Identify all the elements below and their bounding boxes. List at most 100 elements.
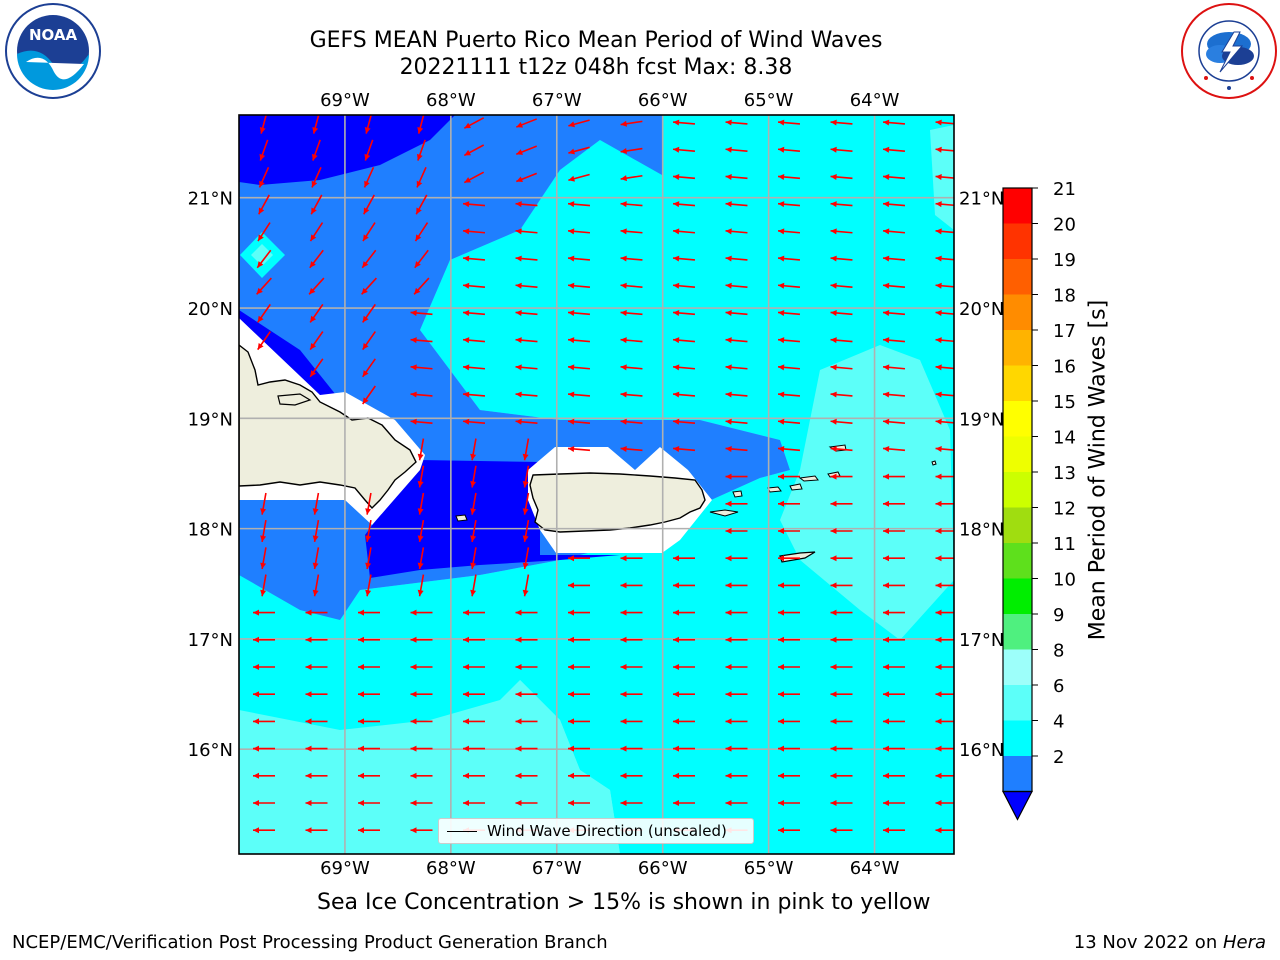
wind-direction-arrow-icon	[830, 745, 853, 752]
wind-direction-arrow-icon	[410, 337, 433, 344]
wind-direction-arrow-icon	[620, 282, 643, 289]
wind-direction-arrow-icon	[358, 772, 380, 779]
wind-direction-arrow-icon	[410, 745, 433, 752]
wind-direction-arrow-icon	[620, 582, 643, 589]
wind-direction-arrow-icon	[410, 418, 433, 425]
wind-direction-arrow-icon	[882, 309, 906, 316]
wind-direction-arrow-icon	[778, 473, 800, 480]
wind-direction-arrow-icon	[358, 800, 380, 806]
wind-direction-arrow-icon	[778, 582, 800, 589]
wind-direction-arrow-icon	[515, 282, 538, 289]
wind-direction-arrow-icon	[620, 718, 643, 725]
wind-direction-arrow-icon	[522, 520, 530, 542]
wind-direction-arrow-icon	[257, 303, 271, 323]
wind-direction-arrow-icon	[830, 500, 853, 507]
wind-direction-arrow-icon	[777, 337, 801, 344]
wind-direction-arrow-icon	[620, 691, 643, 698]
land-hispaniola	[239, 344, 417, 510]
wind-direction-arrow-icon	[515, 118, 538, 128]
wind-direction-arrow-icon	[515, 609, 538, 616]
wind-direction-arrow-icon	[568, 718, 590, 725]
noaa-logo-text: NOAA	[29, 26, 78, 44]
wind-direction-arrow-icon	[515, 255, 538, 262]
wind-direction-arrow-icon	[253, 827, 275, 834]
land-tortola	[798, 475, 819, 482]
wind-direction-arrow-icon	[620, 609, 643, 616]
wind-direction-arrow-icon	[620, 337, 643, 344]
wind-direction-arrow-icon	[673, 582, 695, 589]
wind-direction-arrow-icon	[830, 391, 853, 398]
period-region-4-6-south-band	[239, 630, 540, 730]
wind-direction-arrow-icon	[672, 146, 696, 153]
wind-direction-arrow-icon	[620, 418, 643, 425]
period-region-lt-2-south	[365, 460, 620, 578]
wind-direction-arrow-icon	[410, 827, 433, 834]
lat-label-right: 17°N	[959, 630, 1004, 651]
wind-direction-arrow-icon	[620, 636, 643, 643]
wind-direction-arrow-icon	[725, 228, 748, 235]
wind-direction-arrow-icon	[830, 146, 853, 153]
wind-direction-arrow-icon	[522, 574, 530, 597]
colorbar-tick-label: 14	[1053, 428, 1076, 449]
wind-direction-arrow-icon	[515, 201, 538, 208]
wind-direction-arrow-icon	[515, 800, 538, 806]
wind-direction-arrow-icon	[305, 745, 328, 752]
wind-direction-arrow-icon	[311, 167, 322, 188]
land-mona-island	[455, 514, 468, 522]
wind-direction-arrow-icon	[253, 772, 275, 779]
wind-direction-arrow-icon	[410, 718, 433, 725]
wind-direction-arrow-icon	[830, 445, 853, 452]
wind-direction-arrow-icon	[725, 146, 748, 153]
wind-direction-arrow-icon	[462, 391, 486, 398]
wind-direction-arrow-icon	[260, 520, 267, 542]
wind-direction-arrow-icon	[414, 222, 429, 242]
wind-direction-arrow-icon	[568, 146, 590, 155]
lat-label-right: 18°N	[959, 520, 1004, 541]
wind-direction-arrow-icon	[830, 173, 853, 180]
wind-direction-arrow-icon	[778, 636, 800, 643]
lat-label-left: 16°N	[188, 740, 233, 761]
wind-direction-arrow-icon	[672, 337, 696, 344]
wind-direction-arrow-icon	[410, 309, 433, 316]
colorbar-segment	[1003, 578, 1032, 615]
wind-direction-arrow-icon	[253, 800, 275, 806]
lat-label-left: 18°N	[188, 520, 233, 541]
wind-direction-arrow-icon	[515, 391, 538, 398]
wind-direction-arrow-icon	[358, 718, 380, 725]
wind-direction-arrow-icon	[462, 337, 486, 344]
colorbar-segment	[1003, 756, 1032, 792]
wind-direction-arrow-icon	[463, 691, 485, 698]
lon-label-bottom: 69°W	[320, 858, 370, 879]
wind-direction-arrow-icon	[620, 120, 643, 127]
wind-direction-arrow-icon	[470, 547, 477, 570]
wind-direction-arrow-icon	[462, 282, 486, 289]
wind-direction-arrow-icon	[253, 609, 275, 616]
wind-direction-arrow-icon	[568, 745, 590, 752]
wind-direction-arrow-icon	[778, 664, 800, 670]
wind-direction-arrow-icon	[312, 574, 320, 597]
wind-direction-arrow-icon	[362, 385, 376, 405]
lon-label-top: 65°W	[744, 90, 794, 111]
wind-direction-arrow-icon	[515, 772, 538, 779]
lat-label-right: 20°N	[959, 299, 1004, 320]
wind-direction-arrow-icon	[725, 800, 748, 806]
wind-direction-arrow-icon	[777, 445, 801, 452]
wind-direction-arrow-icon	[522, 438, 530, 461]
colorbar-tick-label: 6	[1053, 676, 1064, 697]
colorbar-frame	[1002, 187, 1033, 793]
wind-direction-arrow-icon	[830, 473, 853, 480]
wind-direction-arrow-icon	[830, 282, 853, 289]
land-vieques	[709, 509, 739, 517]
wind-direction-arrow-icon	[882, 364, 906, 371]
wind-direction-arrow-icon	[568, 119, 590, 128]
wind-direction-arrow-icon	[305, 772, 328, 779]
wind-direction-arrow-icon	[463, 144, 485, 157]
wind-direction-arrow-icon	[883, 772, 905, 779]
wind-direction-arrow-icon	[463, 609, 485, 616]
wind-direction-arrow-icon	[417, 520, 425, 542]
wind-direction-arrow-icon	[470, 520, 477, 542]
wind-direction-arrow-icon	[410, 664, 433, 670]
wind-direction-arrow-icon	[777, 309, 801, 316]
colorbar-tick-label: 16	[1053, 357, 1076, 378]
wind-direction-arrow-icon	[725, 391, 748, 398]
